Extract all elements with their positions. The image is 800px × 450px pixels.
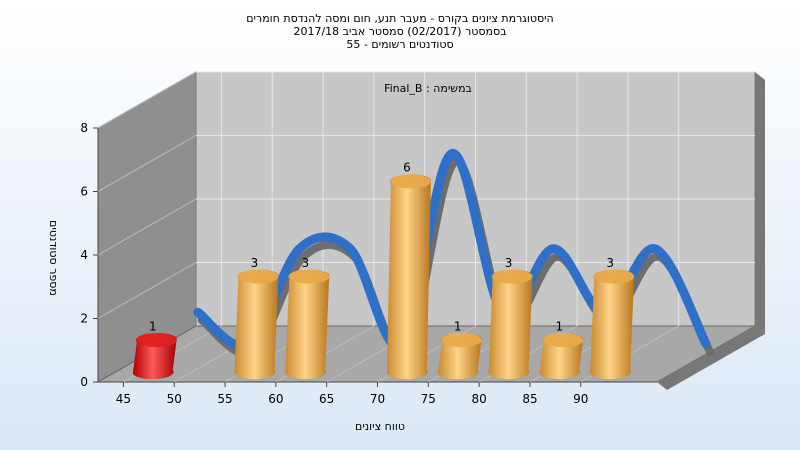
x-axis-label: טווח ציונים: [355, 420, 405, 433]
y-axis-label: מספר סטודנטים: [47, 220, 60, 296]
bar-value-label: 6: [403, 161, 411, 175]
x-tick-label: 75: [421, 392, 436, 406]
x-tick-label: 70: [370, 392, 385, 406]
task-annotation: במשימה : Final_B: [384, 82, 472, 95]
x-tick-label: 65: [319, 392, 334, 406]
bar-cap-4: [441, 333, 482, 348]
bar-7: 3: [590, 256, 635, 380]
x-tick-label: 90: [573, 392, 588, 406]
x-tick-label: 45: [116, 392, 131, 406]
bar-5: 3: [488, 256, 533, 380]
floor-edge: [657, 326, 765, 390]
bar-cap-7: [594, 269, 635, 284]
bar-body-7: [590, 269, 635, 380]
bar-body-2: [285, 269, 330, 380]
bar-value-label: 3: [606, 256, 614, 270]
y-grid-left-2: [97, 198, 197, 256]
bar-value-label: 3: [301, 256, 309, 270]
bar-1: 3: [234, 256, 279, 380]
bar-body-3: [386, 174, 431, 380]
bar-cap-2: [289, 269, 330, 284]
bar-body-5: [488, 269, 533, 380]
bar-value-label: 3: [251, 256, 259, 270]
x-tick-label: 50: [167, 392, 182, 406]
x-tick-label: 60: [268, 392, 283, 406]
y-tick-label: 4: [80, 248, 88, 262]
bar-4: 1: [437, 319, 482, 380]
chart-title-line-2: בסמסטר (02/2017) סמסטר אביב 2017/18: [293, 25, 507, 38]
bar-value-label: 1: [454, 319, 462, 333]
bar-3: 6: [386, 161, 431, 380]
chart-title-line-1: היסטוגרמת ציונים בקורס - מעבר תנע, חום ו…: [246, 12, 554, 25]
bar-value-label: 1: [556, 319, 564, 333]
bars: 1 3 3 6 1 3 1 3: [132, 161, 635, 380]
y-tick-label: 8: [80, 121, 88, 135]
x-tick-label: 80: [471, 392, 486, 406]
bar-cap-6: [543, 333, 584, 348]
bar-body-1: [234, 269, 279, 380]
chart-title-line-3: סטודנטים רשומים - 55: [346, 38, 454, 51]
bar-cap-5: [492, 269, 533, 284]
y-grid-left-3: [97, 135, 197, 192]
x-tick-label: 85: [522, 392, 537, 406]
bar-value-label: 1: [149, 319, 157, 333]
y-tick-label: 0: [80, 375, 88, 389]
x-tick-label: 55: [217, 392, 232, 406]
y-grid-left-1: [97, 262, 197, 319]
bar-value-label: 3: [505, 256, 513, 270]
axis-ticks: 0 2 4 6 8 45 50 55 60 65 70 75 80 85 90: [80, 121, 588, 406]
bar-6: 1: [539, 319, 584, 380]
bar-cap-1: [238, 269, 279, 284]
bar-0: 1: [132, 319, 177, 380]
y-grid-left-4: [97, 71, 197, 129]
back-wall-edge: [755, 72, 765, 334]
bar-2: 3: [285, 256, 330, 380]
bar-cap-0: [136, 333, 177, 348]
bar-cap-3: [390, 174, 431, 189]
y-tick-label: 2: [80, 312, 88, 326]
y-tick-label: 6: [80, 185, 88, 199]
